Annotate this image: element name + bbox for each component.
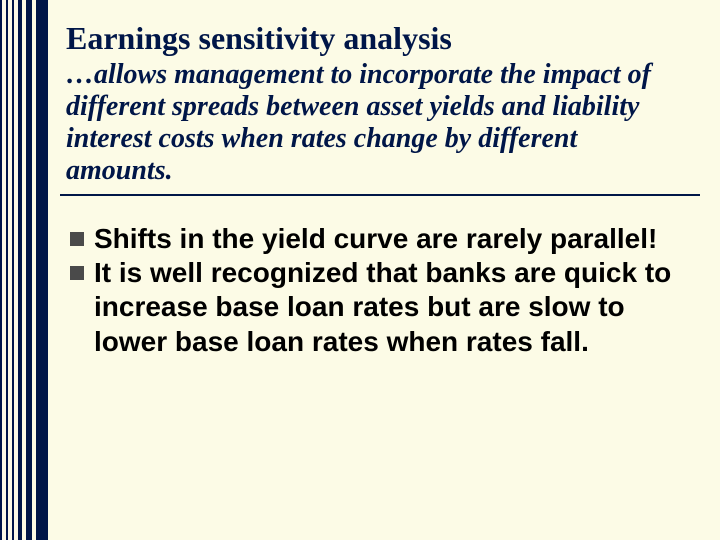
- square-bullet-icon: [70, 266, 84, 280]
- title-underline: [60, 194, 700, 196]
- content-area: Earnings sensitivity analysis …allows ma…: [66, 20, 690, 359]
- bullet-item: Shifts in the yield curve are rarely par…: [70, 222, 690, 256]
- bullet-list: Shifts in the yield curve are rarely par…: [66, 222, 690, 360]
- left-stripe: [26, 0, 32, 540]
- left-decoration: [0, 0, 48, 540]
- square-bullet-icon: [70, 232, 84, 246]
- left-stripe: [36, 0, 48, 540]
- left-stripe: [18, 0, 22, 540]
- bullet-item: It is well recognized that banks are qui…: [70, 256, 690, 359]
- slide: Earnings sensitivity analysis …allows ma…: [0, 0, 720, 540]
- left-stripe: [6, 0, 8, 540]
- left-stripe: [12, 0, 14, 540]
- bullet-text: It is well recognized that banks are qui…: [94, 256, 690, 359]
- slide-title: Earnings sensitivity analysis: [66, 20, 690, 57]
- bullet-text: Shifts in the yield curve are rarely par…: [94, 222, 690, 256]
- left-stripe: [0, 0, 2, 540]
- slide-subtitle: …allows management to incorporate the im…: [66, 59, 690, 188]
